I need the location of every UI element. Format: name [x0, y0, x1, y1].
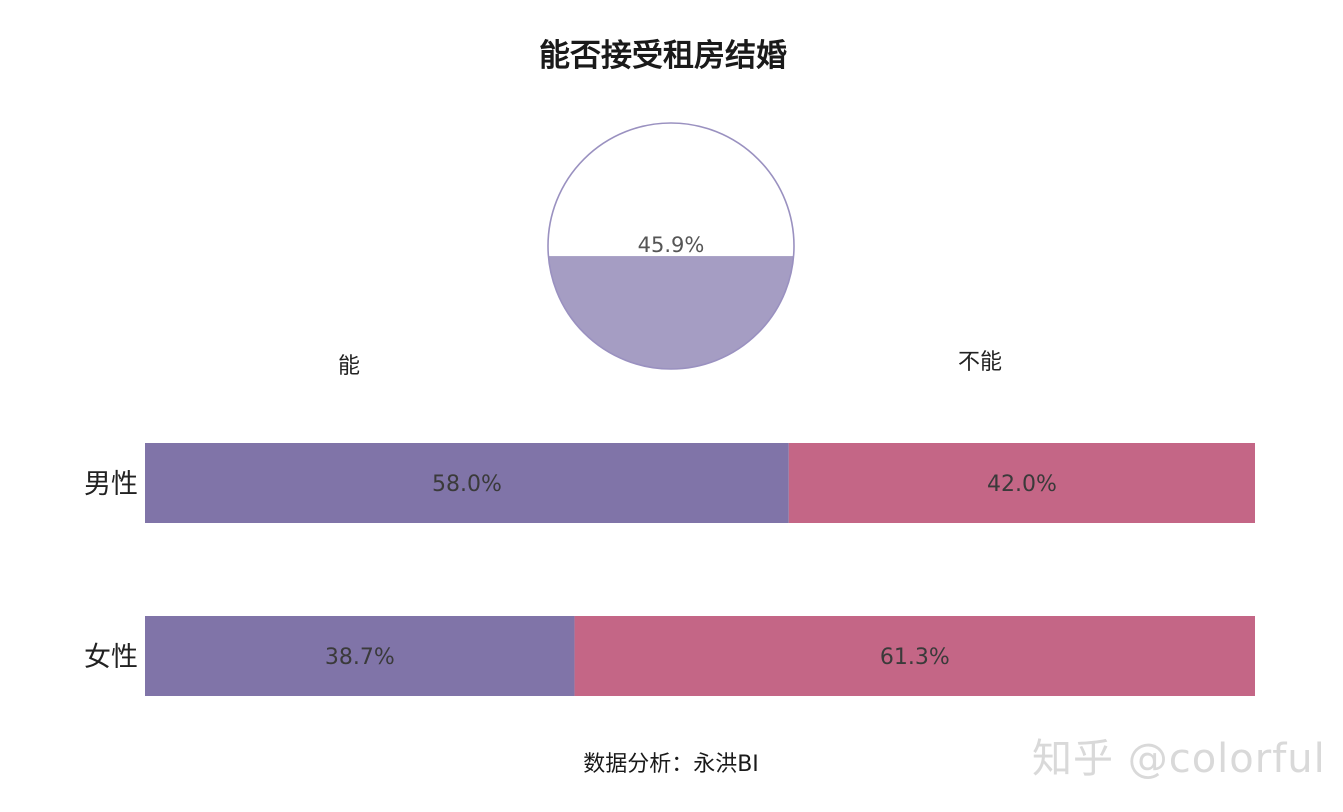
pie-fill-level [548, 256, 794, 369]
row-label: 男性 [84, 469, 138, 500]
pie-value-label: 45.9% [638, 233, 705, 257]
column-header-can: 能 [338, 354, 360, 379]
watermark: 知乎 @colorful [1032, 736, 1326, 782]
bar-segment [145, 443, 789, 523]
row-label: 女性 [84, 642, 138, 673]
bars-group: 男性 58.0% 42.0% 女性 38.7% 61.3% [84, 443, 1255, 696]
pie-outline [547, 122, 795, 370]
bar-value-label: 38.7% [325, 645, 395, 670]
bar-segment [145, 616, 575, 696]
chart-title: 能否接受租房结婚 [539, 38, 787, 74]
bar-segment [788, 443, 1255, 523]
bar-value-label: 42.0% [987, 472, 1057, 497]
source-note: 数据分析：永洪BI [583, 752, 759, 777]
bar-value-label: 58.0% [432, 472, 502, 497]
bar-segment [574, 616, 1255, 696]
bar-value-label: 61.3% [880, 645, 950, 670]
column-header-cannot: 不能 [958, 350, 1002, 375]
pie-gauge: 45.9% [547, 122, 795, 370]
